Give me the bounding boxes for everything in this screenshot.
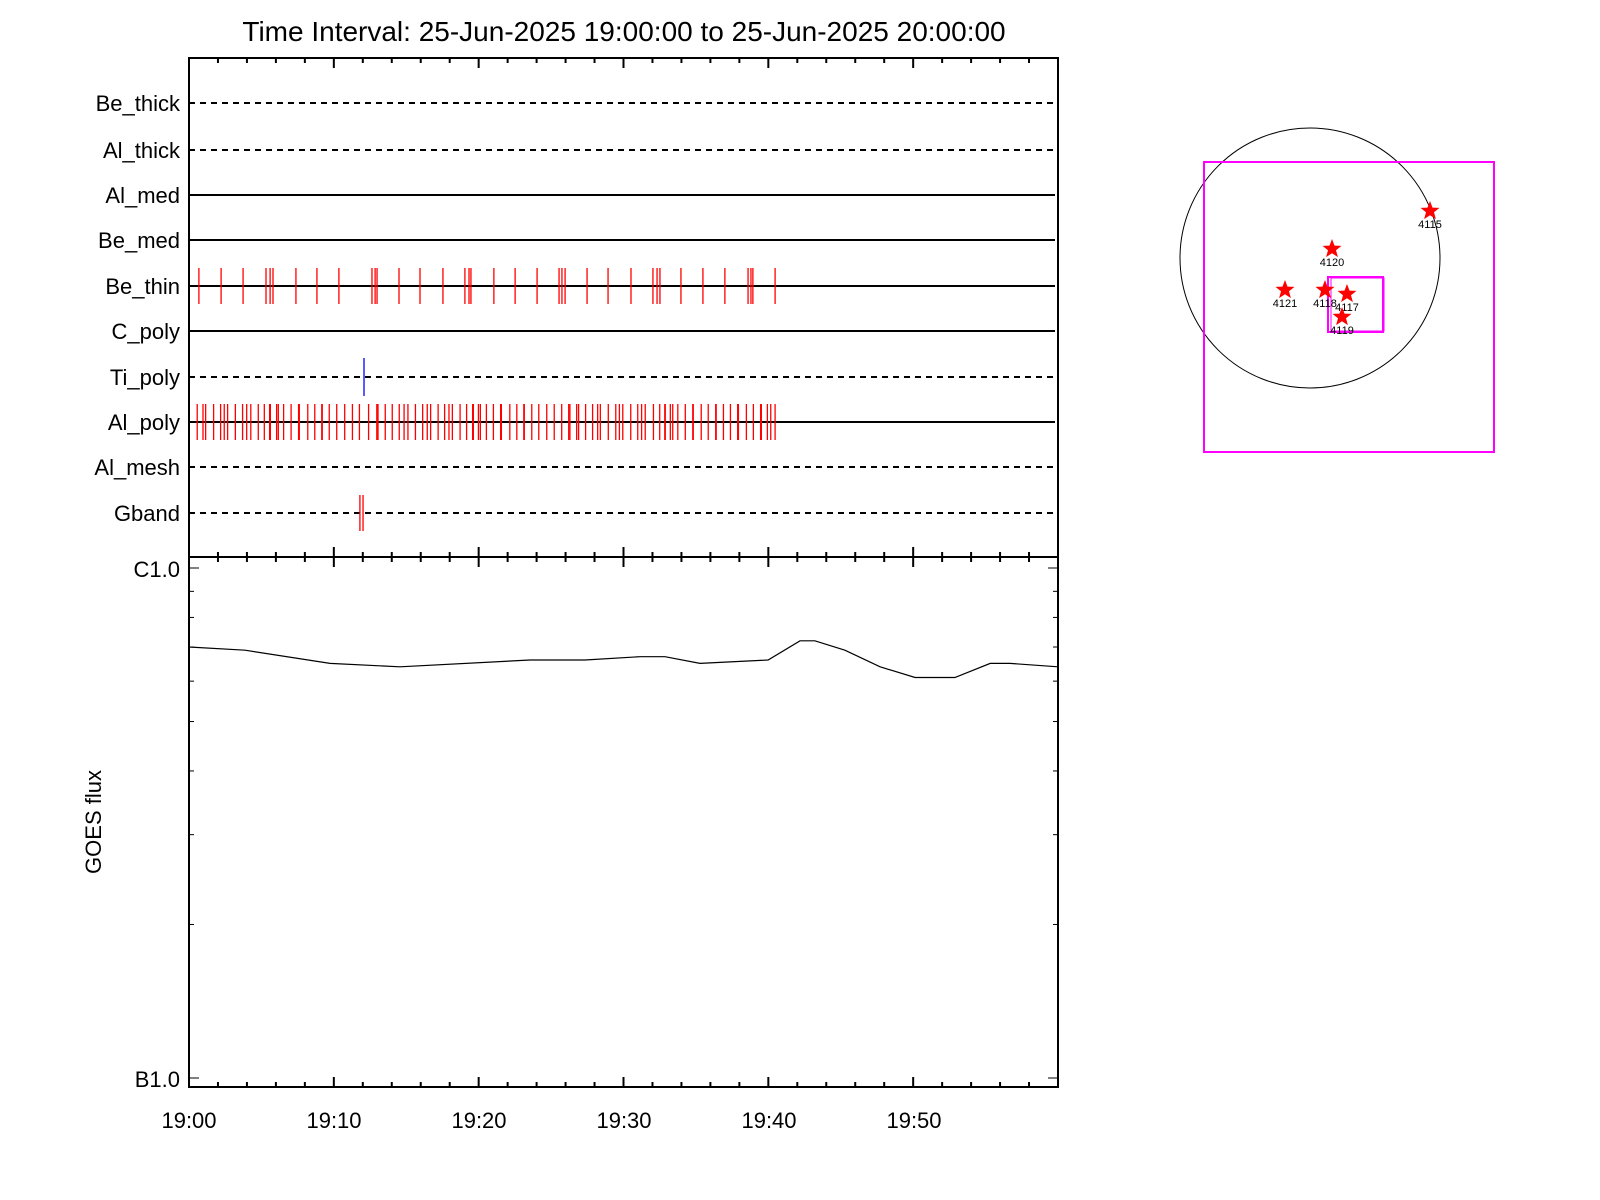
x-tick-label: 19:30 <box>596 1108 651 1133</box>
solar-limb <box>1179 127 1441 389</box>
channel-label: Be_thick <box>96 91 181 116</box>
active-region-label: 4117 <box>1335 302 1359 314</box>
y-tick-label-bottom: B1.0 <box>135 1067 180 1092</box>
x-tick-label: 19:20 <box>451 1108 506 1133</box>
goes-panel: C1.0 B1.0 GOES flux 19:00 19:10 19:20 19… <box>81 58 1059 1133</box>
active-region-label: 4121 <box>1273 298 1297 310</box>
fov-box-small <box>1327 276 1384 333</box>
channel-label: Al_poly <box>108 410 180 435</box>
active-region-star-icon <box>1322 239 1342 258</box>
channel-label: Al_thick <box>103 138 181 163</box>
active-region-star-icon <box>1315 280 1335 299</box>
channel-label: Al_med <box>105 183 180 208</box>
y-axis-label: GOES flux <box>81 770 106 874</box>
active-region-star-icon <box>1420 201 1440 220</box>
fov-box-large <box>1203 161 1495 453</box>
channel-label: Al_mesh <box>94 455 180 480</box>
x-tick-label: 19:40 <box>741 1108 796 1133</box>
active-region-star-icon <box>1337 284 1357 303</box>
timeline-frame <box>188 57 1059 558</box>
channel-label: Gband <box>114 501 180 526</box>
channel-label: Be_thin <box>105 274 180 299</box>
active-region-label: 4120 <box>1320 257 1344 269</box>
x-tick-label: 19:50 <box>886 1108 941 1133</box>
x-tick-label: 19:00 <box>161 1108 216 1133</box>
y-tick-label-top: C1.0 <box>134 557 180 582</box>
fov-box-small <box>1330 277 1385 332</box>
chart-title: Time Interval: 25-Jun-2025 19:00:00 to 2… <box>242 16 1005 47</box>
channel-label: Be_med <box>98 228 180 253</box>
timeline-panel: Be_thick Al_thick Al_med Be_med Be_thin C_pol… <box>94 57 1059 558</box>
active-region-label: 4115 <box>1418 219 1442 231</box>
active-region-star-icon <box>1332 307 1352 326</box>
channel-label: Ti_poly <box>110 365 180 390</box>
channel-label: C_poly <box>112 319 180 344</box>
x-tick-label: 19:10 <box>306 1108 361 1133</box>
active-region-label: 4119 <box>1330 325 1354 337</box>
active-region-label: 4118 <box>1313 298 1337 310</box>
goes-flux-line <box>188 640 1059 679</box>
active-region-star-icon <box>1275 280 1295 299</box>
goes-frame <box>188 556 1059 1088</box>
